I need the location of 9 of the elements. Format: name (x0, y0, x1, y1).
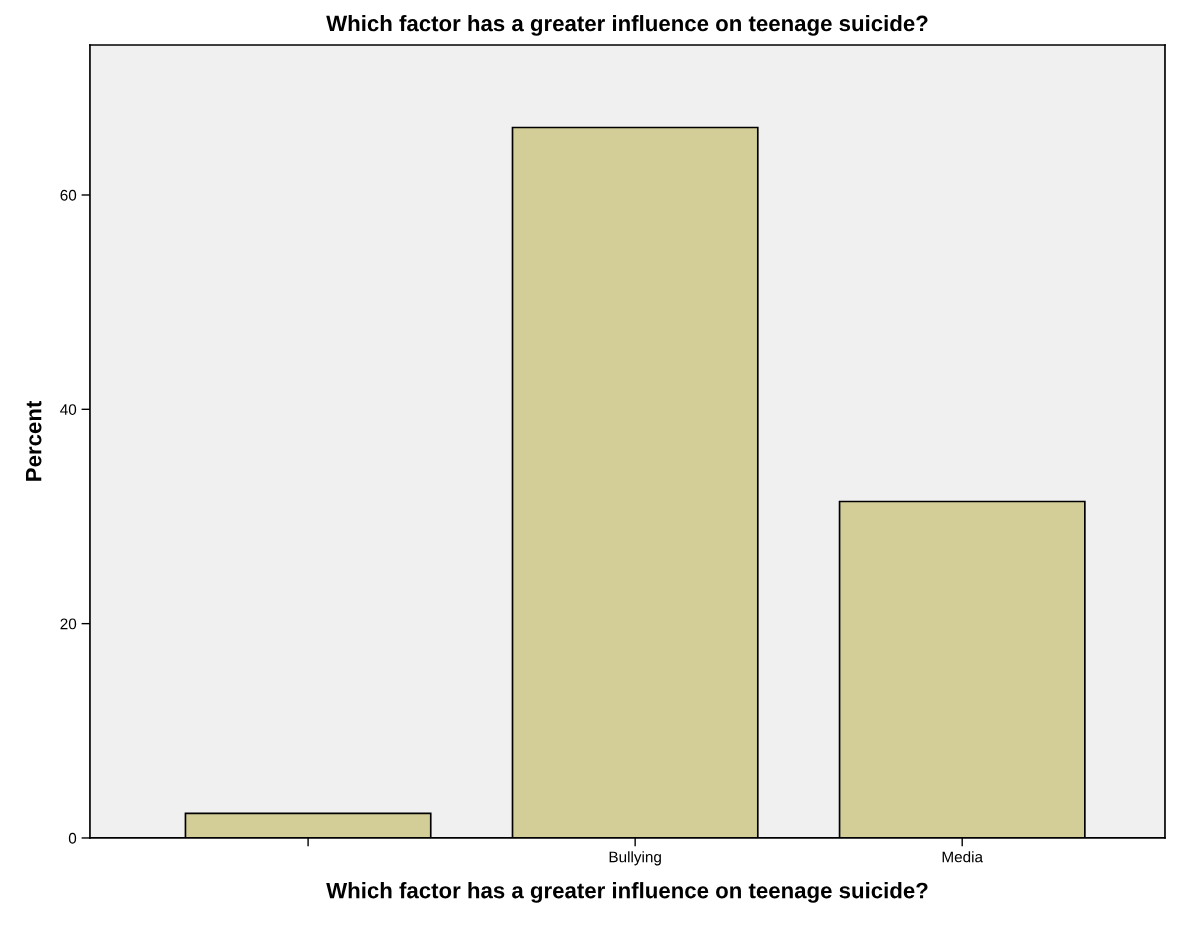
x-tick-label: Bullying (609, 851, 661, 866)
y-tick-label: 60 (60, 189, 77, 201)
y-tick-label: 0 (68, 832, 77, 844)
y-tick-label: 20 (60, 618, 77, 630)
x-axis-title: Which factor has a greater influence on teenage suicide? (326, 882, 928, 903)
y-tick-label: 40 (60, 404, 77, 415)
chart-title: Which factor has a greater influence on teenage suicide? (326, 14, 928, 36)
x-tick-label: Media (942, 851, 984, 863)
y-axis-title: Percent (25, 400, 42, 481)
